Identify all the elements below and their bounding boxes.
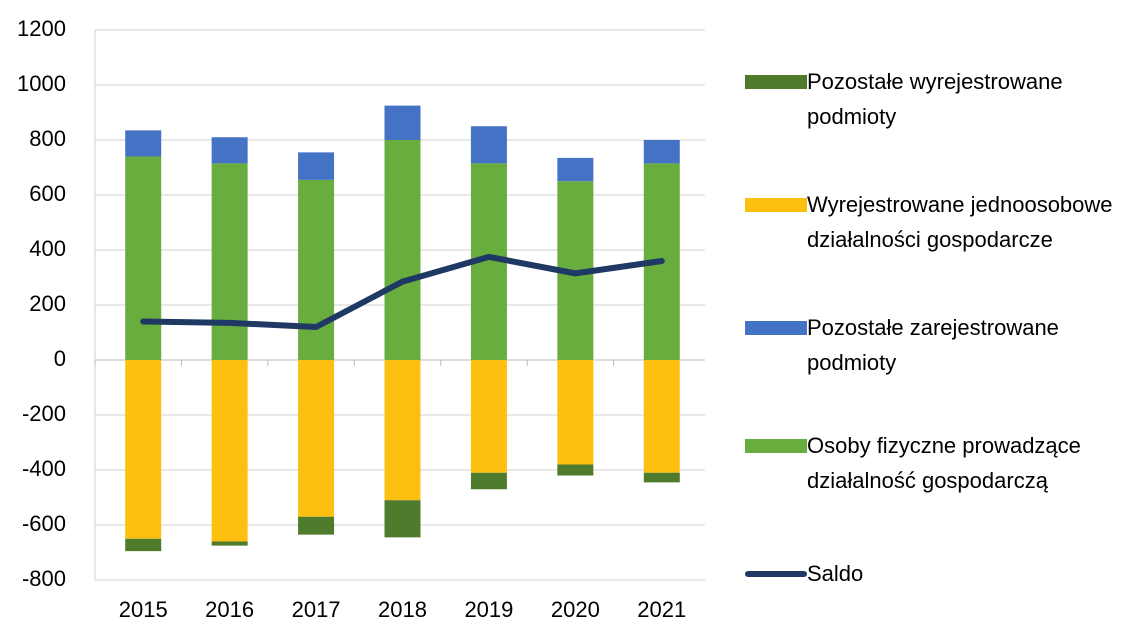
x-tick-label: 2016 <box>205 597 254 622</box>
legend-item: Pozostałe zarejestrowane podmioty <box>745 310 1115 380</box>
y-tick-label: -800 <box>22 566 66 591</box>
legend-label: Saldo <box>807 561 864 586</box>
bar <box>125 538 162 552</box>
y-tick-label: 0 <box>54 346 66 371</box>
x-tick-label: 2019 <box>464 597 513 622</box>
legend-label: Osoby fizyczne prowadzące działalność go… <box>807 433 1081 493</box>
legend-item: Osoby fizyczne prowadzące działalność go… <box>745 428 1115 498</box>
bar <box>298 360 335 517</box>
y-tick-label: 400 <box>29 236 66 261</box>
y-tick-label: 1200 <box>17 16 66 41</box>
bar <box>298 152 335 180</box>
legend-item: Wyrejestrowane jednoosobowe działalności… <box>745 187 1115 257</box>
legend-item: Saldo <box>745 556 1115 591</box>
y-tick-label: -600 <box>22 511 66 536</box>
legend-item: Pozostałe wyrejestrowane podmioty <box>745 64 1115 134</box>
bar <box>557 157 594 182</box>
bar <box>643 140 680 164</box>
bar <box>125 130 162 157</box>
y-tick-label: 1000 <box>17 71 66 96</box>
legend-label: Pozostałe zarejestrowane podmioty <box>807 315 1059 375</box>
bar <box>470 360 507 473</box>
bar <box>125 156 162 360</box>
bar <box>643 472 680 483</box>
bar <box>211 541 248 546</box>
y-tick-label: 600 <box>29 181 66 206</box>
bar <box>470 126 507 164</box>
bar <box>557 360 594 465</box>
bar <box>211 163 248 360</box>
x-tick-label: 2018 <box>378 597 427 622</box>
x-tick-label: 2021 <box>637 597 686 622</box>
bar <box>643 360 680 473</box>
bar <box>211 360 248 542</box>
legend-swatch <box>745 571 807 577</box>
x-tick-label: 2017 <box>292 597 341 622</box>
bar <box>557 464 594 476</box>
legend-swatch <box>745 439 807 453</box>
y-tick-label: 800 <box>29 126 66 151</box>
legend-swatch <box>745 321 807 335</box>
bar <box>384 360 421 501</box>
legend-swatch <box>745 198 807 212</box>
bar <box>470 472 507 490</box>
bar <box>384 105 421 140</box>
legend-label: Wyrejestrowane jednoosobowe działalności… <box>807 192 1113 252</box>
line <box>140 253 665 330</box>
x-tick-label: 2015 <box>119 597 168 622</box>
bar <box>298 179 335 360</box>
legend-label: Pozostałe wyrejestrowane podmioty <box>807 69 1063 129</box>
y-tick-label: -200 <box>22 401 66 426</box>
y-tick-label: 200 <box>29 291 66 316</box>
bar <box>384 140 421 360</box>
bar <box>125 360 162 539</box>
x-tick-label: 2020 <box>551 597 600 622</box>
bar <box>211 137 248 164</box>
bar <box>298 516 335 535</box>
legend-swatch <box>745 75 807 89</box>
bar <box>384 500 421 538</box>
y-tick-label: -400 <box>22 456 66 481</box>
